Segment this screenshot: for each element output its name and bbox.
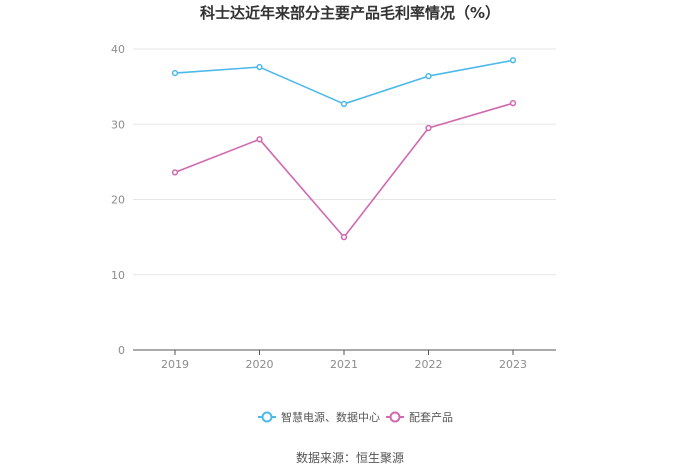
series-layer	[171, 57, 517, 241]
data-point-series-2	[256, 136, 263, 143]
x-tick-label: 2020	[246, 358, 274, 371]
data-point-series-2	[425, 124, 432, 132]
legend-marker-series-1	[261, 411, 273, 423]
legend-label-series-1: 智慧电源、数据中心	[281, 410, 380, 424]
data-point-series-1	[171, 69, 179, 77]
chart-title: 科士达近年来部分主要产品毛利率情况（%）	[200, 4, 500, 22]
y-tick-label: 20	[111, 194, 125, 207]
source-text: 数据来源：恒生聚源	[296, 450, 404, 465]
grid-layer	[133, 48, 556, 276]
data-point-series-1	[509, 57, 517, 64]
series-line-2	[174, 102, 514, 238]
legend-label-series-2: 配套产品	[409, 410, 453, 424]
data-point-series-2	[509, 100, 517, 107]
legend-marker-series-2	[389, 411, 401, 423]
x-tick-label: 2021	[330, 358, 358, 371]
y-tick-label: 30	[111, 118, 125, 131]
x-tick-label: 2019	[161, 358, 189, 371]
x-tick-label: 2022	[415, 358, 443, 371]
data-point-series-1	[256, 63, 263, 71]
data-point-series-1	[340, 100, 348, 108]
series-line-1	[174, 59, 514, 105]
data-point-series-2	[171, 169, 179, 176]
x-tick-label: 2023	[499, 358, 527, 371]
y-tick-label: 10	[111, 269, 125, 282]
y-tick-label: 0	[118, 344, 125, 357]
axis-layer: 0 10 20 30 40 2019 2020 2021 2022 2023	[111, 43, 556, 371]
data-point-series-2	[340, 233, 348, 241]
data-point-series-1	[425, 72, 432, 80]
y-tick-label: 40	[111, 43, 125, 56]
legend: 智慧电源、数据中心 配套产品	[258, 410, 453, 424]
